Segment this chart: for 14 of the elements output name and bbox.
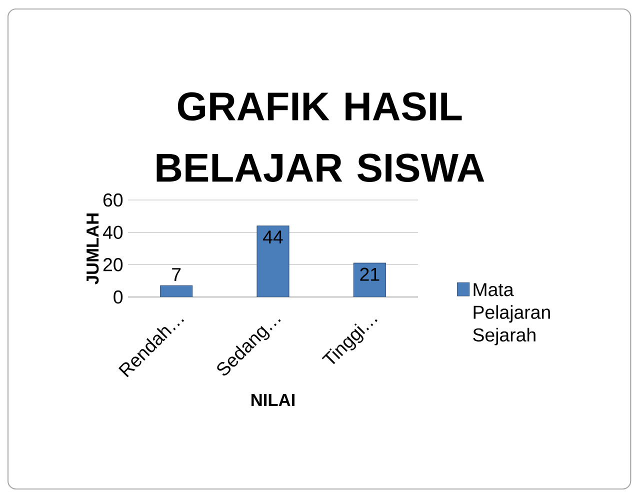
bar bbox=[256, 226, 290, 298]
data-label: 21 bbox=[360, 268, 380, 281]
chart-title: GRAFIK HASIL BELAJAR SISWA bbox=[156, 92, 484, 182]
data-label: 7 bbox=[172, 268, 181, 281]
bar bbox=[160, 285, 193, 298]
y-tick-label: 0 bbox=[114, 290, 123, 304]
y-axis-title: JUMLAH bbox=[86, 214, 99, 284]
bar bbox=[353, 262, 386, 298]
legend-label: Mata Pelajaran Sejarah bbox=[473, 283, 550, 346]
y-tick-label: 20 bbox=[103, 258, 123, 272]
data-label: 44 bbox=[263, 230, 283, 244]
y-tick-label: 60 bbox=[103, 193, 123, 207]
y-tick-label: 40 bbox=[102, 226, 123, 239]
x-axis-title: NILAI bbox=[252, 394, 294, 406]
